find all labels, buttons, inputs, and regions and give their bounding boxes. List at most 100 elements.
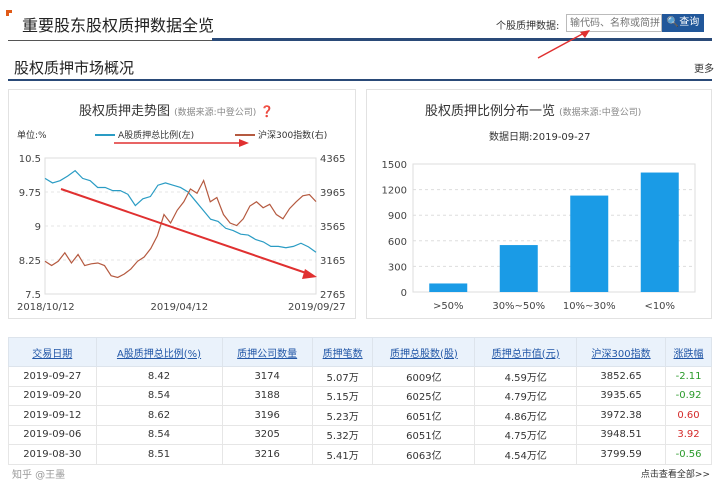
- table-cell: 4.79万亿: [474, 385, 578, 406]
- table-cell: 8.62: [95, 405, 223, 426]
- line-chart: 7.5 8.25 9 9.75 10.5 2765 3165 3565 3965 4365 2018…: [17, 139, 346, 313]
- series-line-hs300-index: [44, 178, 317, 279]
- table-cell: -0.56: [665, 444, 712, 465]
- chart-source: (数据来源:中登公司): [559, 108, 642, 118]
- column-header[interactable]: 质押总市值(元): [474, 337, 578, 367]
- x-tick-label: 30%~50%: [492, 301, 545, 312]
- table-cell: 4.59万亿: [474, 366, 578, 387]
- column-header[interactable]: A股质押总比例(%): [95, 337, 223, 367]
- legend-label: A股质押总比例(左): [118, 131, 195, 141]
- table-cell: 6025亿: [372, 385, 476, 406]
- y-right-tick-label: 3165: [320, 256, 345, 267]
- column-header[interactable]: 质押总股数(股): [372, 337, 476, 367]
- annotation-arrow-head: [239, 139, 249, 147]
- y-tick-label: 0: [401, 288, 407, 299]
- column-header[interactable]: 质押笔数: [311, 337, 374, 367]
- table-cell: 2019-09-27: [8, 366, 97, 387]
- table-cell: 2019-09-20: [8, 385, 97, 406]
- more-link[interactable]: 更多: [694, 64, 714, 75]
- table-cell: 5.15万: [311, 385, 374, 406]
- x-tick-label: 2019/04/12: [151, 302, 209, 313]
- y-left-tick-label: 9.75: [19, 188, 41, 199]
- table-row: 2019-09-27 8.42 3174 5.07万 6009亿 4.59万亿 3852.6…: [8, 366, 712, 387]
- y-right-tick-label: 3565: [320, 222, 345, 233]
- y-tick-label: 1500: [382, 160, 407, 171]
- table-cell: 6051亿: [372, 424, 476, 445]
- table-cell: 5.23万: [311, 405, 374, 426]
- page-title: 重要股东股权质押数据全览: [22, 16, 215, 35]
- section-title: 股权质押市场概况: [14, 59, 135, 77]
- y-left-tick-label: 7.5: [25, 290, 41, 301]
- pledge-trend-chart-panel: 股权质押走势图 (数据来源:中登公司) ❓ 单位:% A股质押总比例(左) 沪深…: [8, 89, 356, 319]
- column-header[interactable]: 涨跌幅: [665, 337, 712, 367]
- chart-title-text: 股权质押比例分布一览: [425, 104, 556, 119]
- column-header[interactable]: 质押公司数量: [221, 337, 313, 367]
- table-cell: 3799.59: [576, 444, 667, 465]
- column-header[interactable]: 沪深300指数: [576, 337, 667, 367]
- column-header[interactable]: 交易日期: [8, 337, 97, 367]
- table-cell: 3972.38: [576, 405, 667, 426]
- table-row: 2019-09-06 8.54 3205 5.32万 6051亿 4.75万亿 3948.5…: [8, 424, 712, 445]
- pledge-data-table: 交易日期 A股质押总比例(%) 质押公司数量 质押笔数 质押总股数(股) 质押总市值(元)…: [8, 337, 712, 465]
- divider: [212, 38, 712, 41]
- table-cell: 3935.65: [576, 385, 667, 406]
- table-cell: 4.54万亿: [474, 444, 578, 465]
- y-left-tick-label: 8.25: [19, 256, 41, 267]
- table-row: 2019-09-20 8.54 3188 5.15万 6025亿 4.79万亿 3935.6…: [8, 385, 712, 406]
- y-left-tick-label: 9: [35, 222, 41, 233]
- y-right-tick-label: 3965: [320, 188, 345, 199]
- table-row: 2019-08-30 8.51 3216 5.41万 6063亿 4.54万亿 3799.5…: [8, 444, 712, 465]
- y-tick-label: 300: [388, 262, 407, 273]
- divider: [8, 79, 712, 81]
- y-tick-label: 1200: [382, 186, 407, 197]
- annotation-arrow: [60, 188, 310, 275]
- view-all-link[interactable]: 点击查看全部>>: [640, 470, 710, 480]
- question-icon[interactable]: ❓: [260, 105, 275, 118]
- table-cell: 5.07万: [311, 366, 374, 387]
- data-date: 数据日期:2019-09-27: [489, 132, 591, 143]
- table-cell: 3.92: [665, 424, 712, 445]
- x-tick-label: 10%~30%: [563, 301, 616, 312]
- bar: [429, 283, 468, 292]
- title-corner-mark: [6, 10, 12, 16]
- table-cell: 2019-08-30: [8, 444, 97, 465]
- chart-title: 股权质押走势图 (数据来源:中登公司) ❓: [79, 100, 274, 119]
- annotation-arrow: [537, 30, 590, 59]
- x-tick-label: 2018/10/12: [17, 302, 75, 313]
- table-cell: 2019-09-12: [8, 405, 97, 426]
- chart-source: (数据来源:中登公司): [174, 108, 257, 118]
- unit-label: 单位:%: [17, 131, 47, 141]
- table-cell: 8.51: [95, 444, 223, 465]
- table-cell: 3948.51: [576, 424, 667, 445]
- bar: [499, 245, 538, 292]
- table-cell: 0.60: [665, 405, 712, 426]
- y-tick-label: 600: [388, 237, 407, 248]
- search-icon: 🔍: [666, 17, 680, 28]
- y-left-tick-label: 10.5: [19, 154, 41, 165]
- pledge-distribution-chart-panel: 股权质押比例分布一览 (数据来源:中登公司) 数据日期:2019-09-27 0…: [366, 89, 712, 319]
- stock-search-input[interactable]: [566, 14, 662, 32]
- legend-label: 沪深300指数(右): [258, 131, 328, 141]
- table-cell: -2.11: [665, 366, 712, 387]
- table-row: 2019-09-12 8.62 3196 5.23万 6051亿 4.86万亿 3972.3…: [8, 405, 712, 426]
- table-cell: 8.42: [95, 366, 223, 387]
- table-cell: 2019-09-06: [8, 424, 97, 445]
- chart-title-text: 股权质押走势图: [79, 104, 171, 119]
- search-button[interactable]: 🔍查询: [662, 14, 704, 32]
- bar: [570, 195, 609, 292]
- table-cell: 8.54: [95, 424, 223, 445]
- table-cell: -0.92: [665, 385, 712, 406]
- bar-chart: 0 300 600 900 1200 1500 >50% 30%~50% 10%~30% <10%: [382, 160, 696, 312]
- table-cell: 3216: [221, 444, 313, 465]
- legend-index[interactable]: 沪深300指数(右): [235, 128, 327, 141]
- legend-ratio[interactable]: A股质押总比例(左): [95, 128, 194, 141]
- table-cell: 5.32万: [311, 424, 374, 445]
- x-tick-label: <10%: [644, 301, 675, 312]
- table-cell: 3852.65: [576, 366, 667, 387]
- table-cell: 6009亿: [372, 366, 476, 387]
- table-cell: 6051亿: [372, 405, 476, 426]
- table-cell: 4.86万亿: [474, 405, 578, 426]
- table-cell: 6063亿: [372, 444, 476, 465]
- search-label: 个股质押数据:: [496, 21, 560, 32]
- x-tick-label: 2019/09/27: [288, 302, 346, 313]
